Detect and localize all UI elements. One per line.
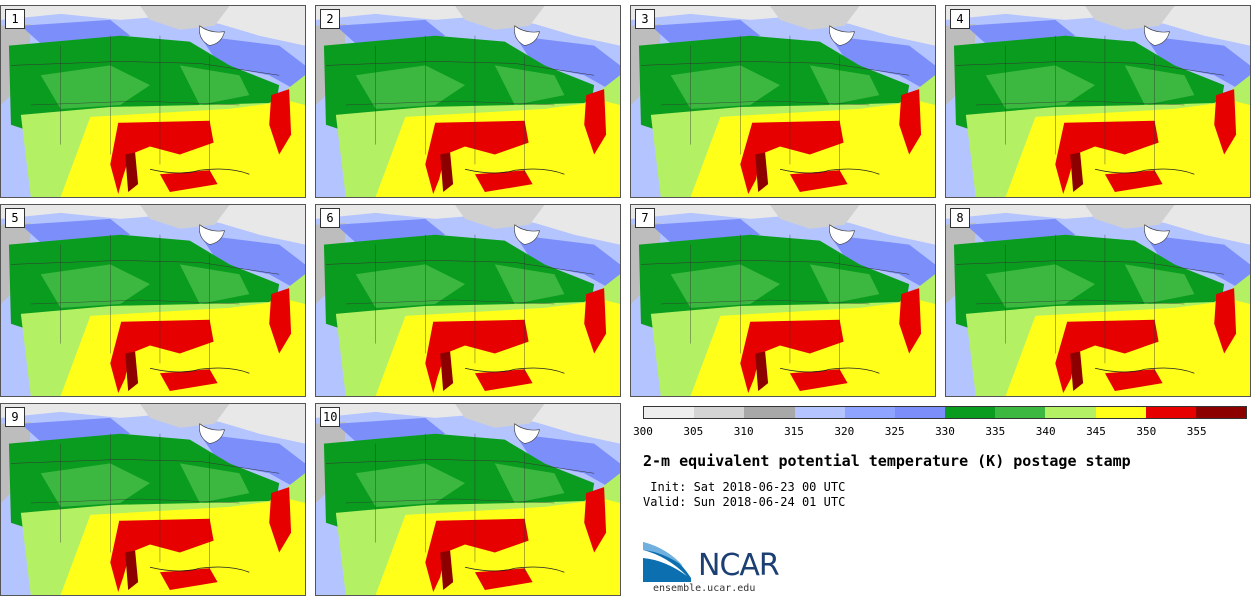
ensemble-member-panel: 5 bbox=[0, 204, 306, 397]
member-number-label: 1 bbox=[5, 9, 25, 29]
member-number-label: 6 bbox=[320, 208, 340, 228]
colorbar-swatch bbox=[1145, 407, 1196, 418]
member-number-label: 9 bbox=[5, 407, 25, 427]
colorbar-tick-label: 330 bbox=[935, 425, 955, 438]
colorbar bbox=[643, 406, 1247, 419]
ensemble-member-panel: 10 bbox=[315, 403, 621, 596]
member-number-label: 8 bbox=[950, 208, 970, 228]
colorbar-tick-label: 320 bbox=[834, 425, 855, 438]
ncar-logo-icon bbox=[643, 542, 691, 582]
colorbar-swatch bbox=[1045, 407, 1096, 418]
ensemble-member-panel: 9 bbox=[0, 403, 306, 596]
source-url: ensemble.ucar.edu bbox=[653, 583, 756, 594]
colorbar-swatch bbox=[995, 407, 1046, 418]
member-number-label: 10 bbox=[320, 407, 341, 427]
colorbar-swatch bbox=[644, 407, 695, 418]
colorbar-swatch bbox=[945, 407, 996, 418]
colorbar-tick-label: 345 bbox=[1086, 425, 1106, 438]
member-number-label: 4 bbox=[950, 9, 970, 29]
colorbar-tick-label: 305 bbox=[683, 425, 704, 438]
colorbar-swatch bbox=[844, 407, 895, 418]
init-time: Init: Sat 2018-06-23 00 UTC bbox=[643, 480, 846, 494]
colorbar-tick-label: 325 bbox=[884, 425, 905, 438]
colorbar-tick-label: 355 bbox=[1186, 425, 1207, 438]
ensemble-member-panel: 1 bbox=[0, 5, 306, 198]
ensemble-member-panel: 8 bbox=[945, 204, 1251, 397]
colorbar-swatch bbox=[894, 407, 946, 418]
member-number-label: 7 bbox=[635, 208, 655, 228]
valid-time: Valid: Sun 2018-06-24 01 UTC bbox=[643, 495, 846, 509]
figure-title: 2-m equivalent potential temperature (K)… bbox=[643, 452, 1131, 470]
colorbar-swatch bbox=[794, 407, 845, 418]
ncar-logo-text: NCAR bbox=[698, 548, 780, 583]
colorbar-tick-label: 300 bbox=[633, 425, 653, 438]
member-number-label: 3 bbox=[635, 9, 655, 29]
colorbar-tick-label: 315 bbox=[784, 425, 804, 438]
member-number-label: 2 bbox=[320, 9, 340, 29]
colorbar-tick-label: 340 bbox=[1035, 425, 1056, 438]
colorbar-tick-label: 310 bbox=[733, 425, 754, 438]
colorbar-swatch bbox=[1195, 407, 1247, 418]
ensemble-member-panel: 2 bbox=[315, 5, 621, 198]
ensemble-member-panel: 6 bbox=[315, 204, 621, 397]
colorbar-tick-label: 335 bbox=[985, 425, 1006, 438]
ensemble-member-panel: 7 bbox=[630, 204, 936, 397]
ensemble-member-panel: 3 bbox=[630, 5, 936, 198]
colorbar-swatch bbox=[744, 407, 795, 418]
member-number-label: 5 bbox=[5, 208, 25, 228]
colorbar-swatch bbox=[694, 407, 745, 418]
colorbar-tick-label: 350 bbox=[1136, 425, 1157, 438]
colorbar-labels: 300 305 310 315 320 325 330 335 340 345 350 355 bbox=[633, 425, 1260, 439]
colorbar-swatch bbox=[1095, 407, 1146, 418]
ensemble-member-panel: 4 bbox=[945, 5, 1251, 198]
